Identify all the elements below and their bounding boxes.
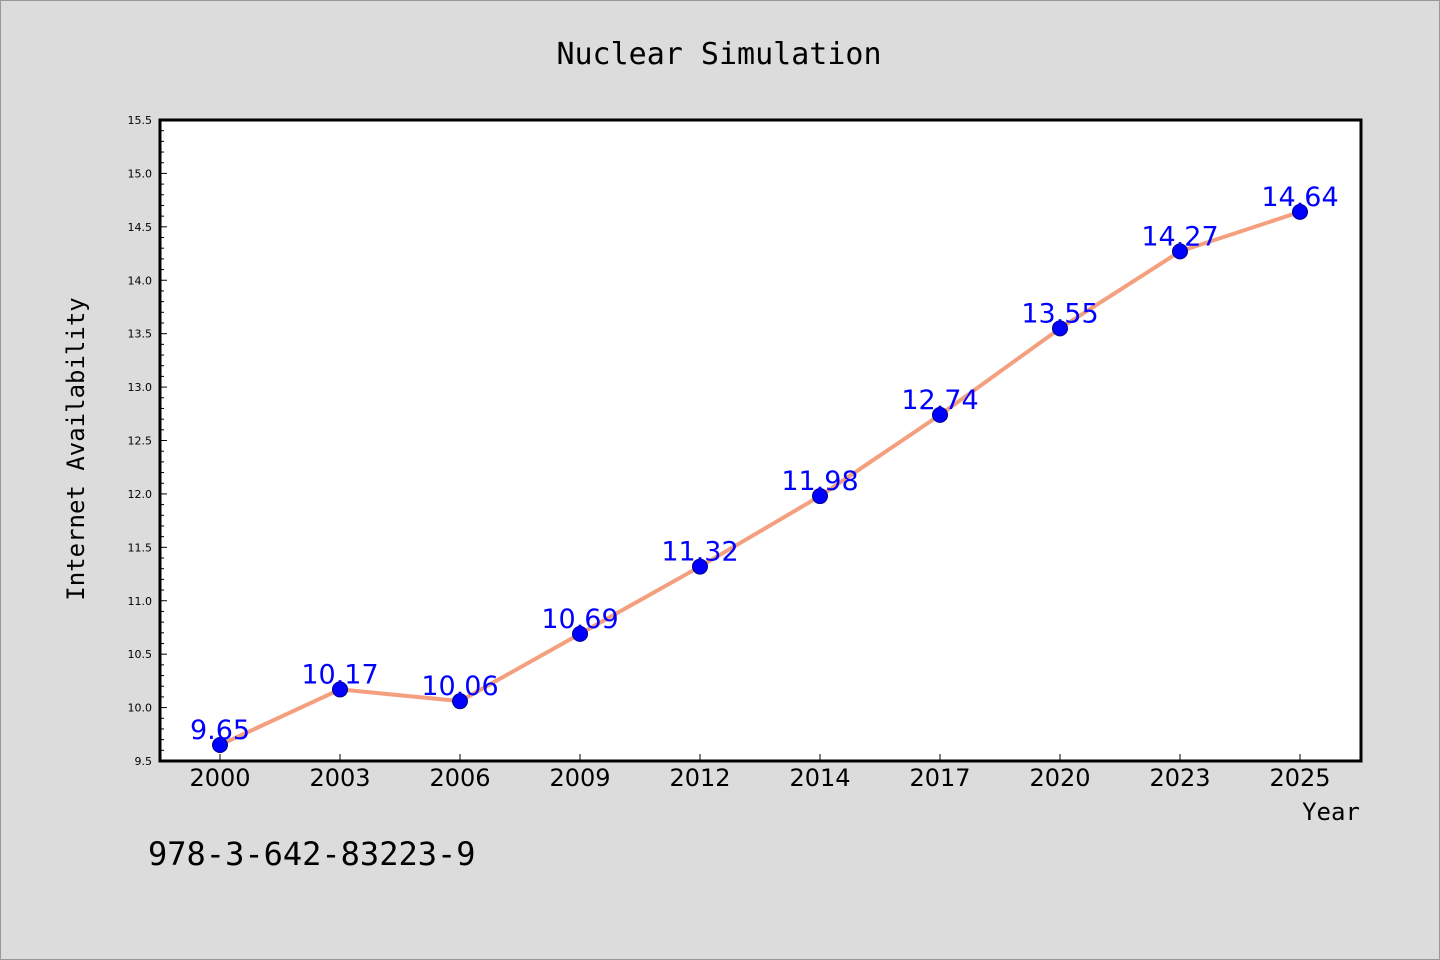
x-tick-label: 2009	[549, 764, 610, 792]
x-tick-label: 2020	[1029, 764, 1090, 792]
y-tick-label: 15.5	[128, 114, 153, 127]
y-tick-label: 12.0	[128, 488, 153, 501]
x-axis: 2000 2003 2006 2009 2012 2014 2017 2020 2023 2025	[189, 754, 1331, 792]
x-tick-label: 2017	[909, 764, 970, 792]
data-label: 10.17	[301, 659, 378, 690]
y-tick-label: 11.5	[128, 541, 153, 554]
data-label: 13.55	[1021, 298, 1098, 329]
y-tick-label: 13.0	[128, 381, 153, 394]
x-tick-label: 2014	[789, 764, 850, 792]
isbn-annotation: 978-3-642-83223-9	[148, 835, 476, 873]
data-point-marker	[572, 625, 588, 642]
x-tick-label: 2006	[429, 764, 490, 792]
y-tick-label: 13.5	[128, 328, 153, 341]
y-tick-label: 12.5	[128, 435, 153, 448]
y-tick-label: 10.5	[128, 648, 153, 661]
data-point-marker	[812, 488, 828, 505]
series-markers	[212, 203, 1308, 753]
data-label: 14.64	[1261, 182, 1338, 213]
data-label: 9.65	[190, 715, 250, 746]
x-axis-label: Year	[1302, 798, 1360, 826]
data-point-marker	[1052, 320, 1068, 337]
data-label: 12.74	[901, 385, 978, 416]
x-tick-label: 2023	[1149, 764, 1210, 792]
data-point-marker	[932, 406, 948, 423]
y-tick-label: 14.0	[128, 274, 153, 287]
y-tick-label: 9.5	[135, 755, 153, 768]
x-tick-label: 2025	[1269, 764, 1330, 792]
chart-title: Nuclear Simulation	[556, 37, 881, 72]
data-point-marker	[692, 558, 708, 575]
data-point-marker	[1172, 243, 1188, 260]
plot-area	[158, 118, 1363, 763]
y-axis-label: Internet Availability	[62, 297, 90, 600]
data-label: 10.06	[421, 671, 498, 702]
y-axis: 9.5 10.0 10.5 11.0 11.5 12.0 12.5 13.0 13.5 14.0 1…	[128, 114, 167, 768]
data-point-marker	[1292, 203, 1308, 220]
y-tick-label: 14.5	[128, 221, 153, 234]
y-tick-label: 11.0	[128, 595, 153, 608]
data-label: 10.69	[541, 604, 618, 635]
x-tick-label: 2012	[669, 764, 730, 792]
data-labels: 9.65 10.17 10.06 10.69 11.32 11.98 12.74 13.55 1…	[190, 182, 1339, 746]
x-tick-label: 2000	[189, 764, 250, 792]
series-line	[218, 209, 1302, 747]
data-point-marker	[332, 681, 348, 698]
data-point-marker	[452, 693, 468, 710]
data-point-marker	[212, 736, 228, 753]
data-label: 11.32	[661, 537, 738, 568]
y-tick-label: 15.0	[128, 167, 153, 180]
data-label: 11.98	[781, 466, 858, 497]
x-tick-label: 2003	[309, 764, 370, 792]
data-label: 14.27	[1141, 221, 1218, 252]
y-tick-label: 10.0	[128, 702, 153, 715]
